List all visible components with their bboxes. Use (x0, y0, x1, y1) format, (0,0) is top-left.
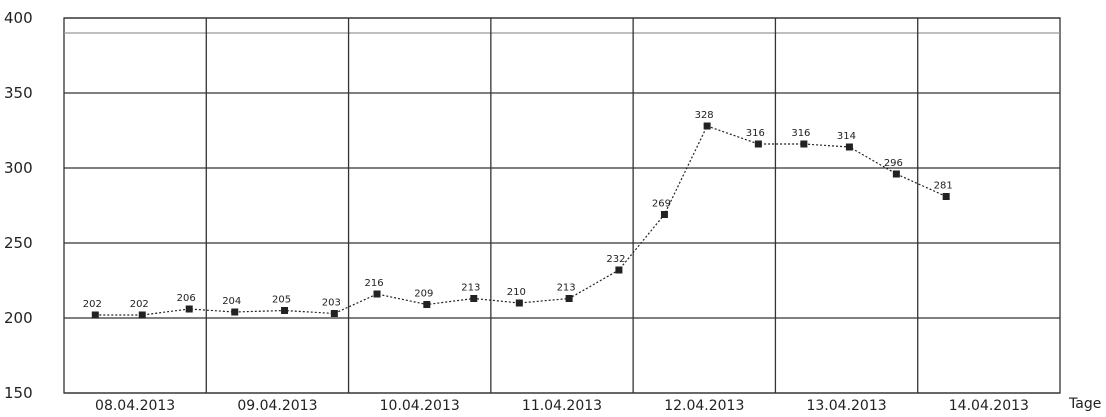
data-label: 281 (934, 181, 953, 192)
x-tick-label: 08.04.2013 (95, 398, 175, 414)
x-tick-label: 14.04.2013 (949, 398, 1029, 414)
data-point (800, 140, 808, 148)
data-label: 209 (414, 289, 433, 300)
data-label: 210 (507, 287, 526, 298)
x-tick-label: 09.04.2013 (237, 398, 317, 414)
data-point (138, 311, 146, 319)
data-point (185, 305, 193, 313)
x-tick-label: 13.04.2013 (806, 398, 886, 414)
y-tick-label: 300 (4, 159, 33, 177)
y-tick-label: 200 (4, 309, 33, 327)
y-tick-label: 350 (4, 84, 33, 102)
y-axis: 150 200 250 300 350 400 (4, 9, 33, 402)
data-point (91, 311, 99, 319)
data-label: 213 (557, 283, 576, 294)
plot-frame (63, 17, 1061, 394)
chart-grid (63, 17, 1061, 394)
y-tick-label: 250 (4, 234, 33, 252)
data-point (281, 307, 289, 314)
data-point (942, 193, 950, 200)
data-label: 314 (837, 131, 856, 142)
data-label: 202 (83, 299, 102, 310)
data-label: 316 (746, 128, 765, 139)
data-label: 205 (272, 295, 291, 306)
data-point (845, 143, 853, 151)
data-label: 213 (461, 283, 480, 294)
data-point (231, 308, 239, 316)
data-point (754, 140, 762, 148)
data-point (703, 122, 711, 130)
data-label: 203 (322, 298, 341, 309)
data-point (565, 295, 573, 302)
data-label: 232 (606, 254, 625, 265)
data-point (423, 301, 431, 308)
data-label: 202 (130, 299, 149, 310)
data-label: 328 (695, 110, 714, 121)
data-label: 296 (884, 158, 903, 169)
y-tick-label: 400 (4, 9, 33, 27)
data-point (373, 290, 381, 298)
data-point (330, 310, 338, 317)
data-point (615, 266, 623, 274)
data-label: 204 (222, 296, 241, 307)
data-series: 202 202 206 204 205 203 216 209 213 210 213 232 269 3… (83, 110, 953, 319)
y-tick-label: 150 (4, 384, 33, 402)
x-axis-unit-label: Tage (1068, 396, 1101, 412)
x-tick-label: 11.04.2013 (522, 398, 602, 414)
data-point (515, 299, 523, 307)
x-axis: 08.04.2013 09.04.2013 10.04.2013 11.04.2013… (95, 398, 1029, 414)
data-label: 269 (652, 199, 671, 210)
data-label: 216 (364, 278, 383, 289)
data-label: 206 (177, 293, 196, 304)
x-tick-label: 12.04.2013 (664, 398, 744, 414)
data-point (470, 295, 478, 302)
data-label: 316 (791, 128, 810, 139)
data-point (892, 170, 900, 178)
x-tick-label: 10.04.2013 (380, 398, 460, 414)
data-point (660, 211, 668, 218)
